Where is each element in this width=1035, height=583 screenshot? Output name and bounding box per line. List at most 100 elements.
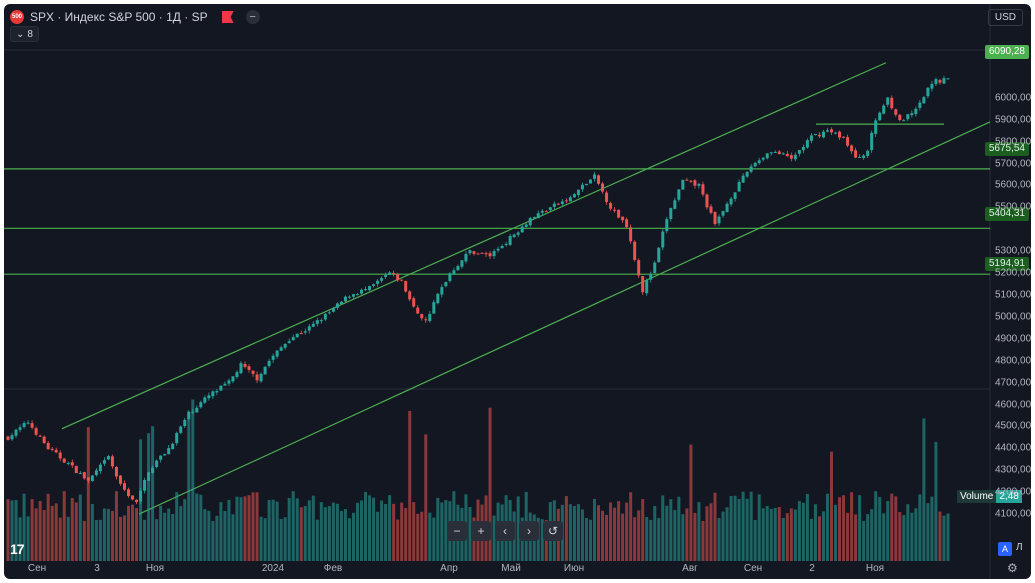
volume-bar — [793, 509, 797, 561]
volume-bar — [641, 499, 645, 561]
volume-bar — [809, 518, 813, 561]
candle-body — [171, 443, 175, 450]
volume-bar — [468, 507, 472, 561]
volume-bar — [331, 502, 335, 561]
candle-body — [617, 209, 621, 218]
candle-body — [215, 391, 219, 393]
candle-body — [761, 157, 765, 160]
x-tick-label: 2 — [809, 563, 815, 574]
volume-bar — [283, 517, 287, 561]
chart-title[interactable]: SPX · Индекс S&P 500 · 1Д · SP — [30, 10, 208, 24]
volume-bar — [605, 514, 609, 561]
volume-bar — [38, 501, 42, 561]
candle-body — [729, 198, 733, 205]
volume-bar — [850, 492, 854, 561]
volume-bar — [588, 519, 592, 561]
volume-bar — [729, 495, 733, 561]
y-tick-label: 4600,00 — [995, 399, 1031, 411]
volume-bar — [255, 492, 259, 561]
candle-body — [327, 312, 331, 314]
candle-body — [508, 236, 512, 245]
volume-bar — [862, 520, 866, 561]
volume-bar — [10, 500, 14, 561]
volume-bar — [645, 517, 649, 561]
candle-body — [311, 323, 315, 327]
volume-bar — [159, 505, 163, 561]
volume-bar — [368, 495, 372, 561]
currency-select[interactable]: USD — [987, 9, 1023, 26]
volume-bar — [239, 497, 243, 561]
scroll-left-button[interactable]: ‹ — [495, 521, 515, 541]
scroll-right-button[interactable]: › — [519, 521, 539, 541]
auto-scale-button[interactable]: A — [998, 542, 1012, 556]
candle-body — [741, 175, 745, 183]
volume-bar — [70, 498, 74, 561]
y-tick-label: 4500,00 — [995, 420, 1031, 432]
volume-bar — [30, 499, 34, 561]
volume-bar — [343, 509, 347, 561]
volume-bar — [42, 510, 46, 561]
candle-body — [669, 208, 673, 219]
volume-bar — [271, 499, 275, 561]
volume-bar — [143, 519, 147, 561]
candle-body — [440, 287, 444, 295]
log-scale-button[interactable]: Л — [1016, 542, 1023, 553]
candle-body — [922, 97, 926, 104]
candle-body — [685, 179, 689, 181]
candle-body — [243, 364, 247, 367]
candle-body — [572, 194, 576, 198]
zoom-out-button[interactable]: − — [447, 521, 467, 541]
candle-body — [223, 383, 227, 386]
volume-bar — [78, 494, 82, 561]
price-chart[interactable] — [4, 4, 1031, 579]
candle-body — [207, 395, 211, 399]
volume-bar — [22, 493, 26, 561]
candle-body — [159, 455, 163, 460]
volume-bar — [110, 510, 114, 561]
candle-body — [106, 456, 110, 460]
volume-bar — [568, 504, 572, 561]
volume-bar — [400, 502, 404, 561]
tradingview-logo-icon[interactable]: 17 — [10, 541, 25, 557]
candle-body — [331, 308, 335, 312]
volume-bar — [303, 506, 307, 561]
volume-bar — [203, 509, 207, 561]
candle-body — [532, 217, 536, 219]
candle-body — [46, 442, 50, 450]
volume-bar — [279, 519, 283, 561]
candle-body — [914, 108, 918, 115]
volume-bar — [86, 427, 90, 561]
candle-body — [773, 151, 777, 153]
volume-bar — [291, 491, 295, 561]
settings-icon[interactable]: ⚙ — [1007, 561, 1018, 575]
candle-body — [476, 253, 480, 255]
volume-bar — [613, 507, 617, 561]
volume-bar — [307, 500, 311, 561]
candle-body — [605, 192, 609, 203]
volume-bar — [376, 511, 380, 561]
volume-bar — [106, 508, 110, 561]
volume-bar — [388, 495, 392, 561]
candle-body — [291, 337, 295, 341]
candle-body — [275, 350, 279, 357]
minus-icon[interactable]: − — [245, 10, 260, 24]
flag-icon[interactable] — [221, 11, 234, 23]
volume-bar — [846, 512, 850, 561]
candle-body — [255, 374, 259, 381]
candle-body — [821, 131, 825, 138]
volume-bar — [155, 519, 159, 561]
candle-body — [376, 280, 380, 284]
indicators-toggle[interactable]: ⌄ 8 — [10, 26, 39, 42]
volume-bar — [94, 520, 98, 561]
zoom-in-button[interactable]: + — [471, 521, 491, 541]
candle-body — [653, 262, 657, 274]
reset-chart-button[interactable]: ↺ — [543, 521, 563, 541]
level-tag-1: 5675,54 — [984, 142, 1029, 156]
candle-body — [380, 278, 384, 281]
candle-body — [167, 448, 171, 455]
x-tick-label: Июн — [563, 563, 585, 574]
volume-bar — [251, 492, 255, 561]
volume-name: Volume — [957, 490, 997, 503]
volume-bar — [440, 502, 444, 561]
candle-body — [673, 200, 677, 209]
